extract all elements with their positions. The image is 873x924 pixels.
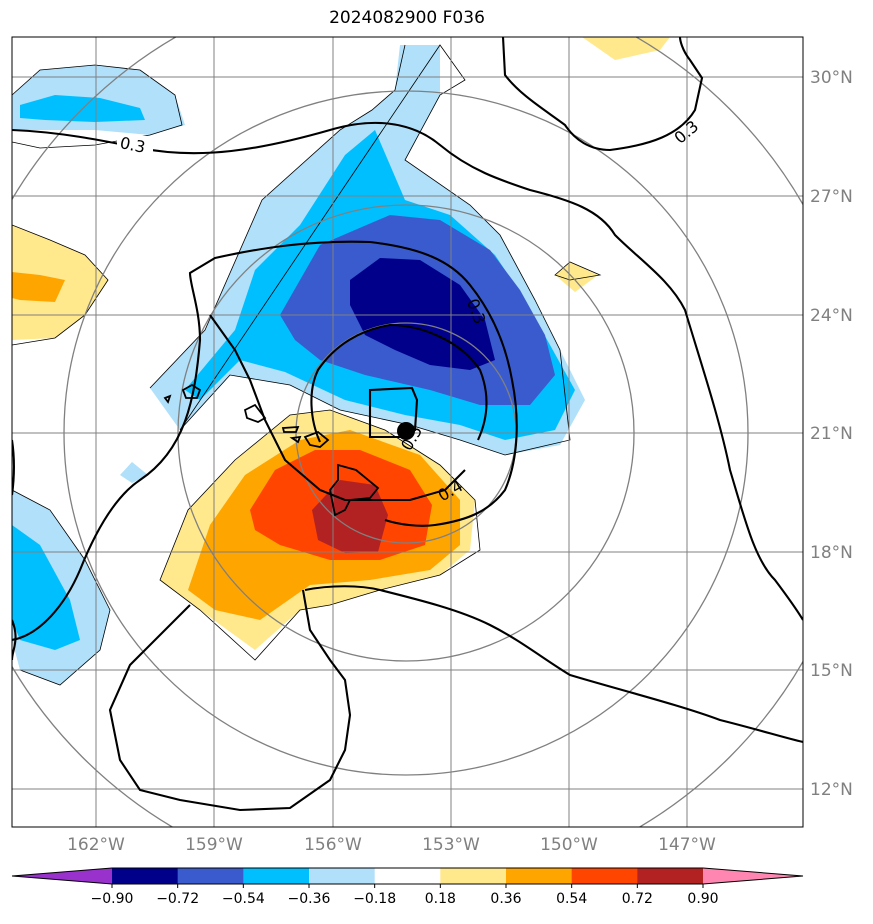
contour-label-1: 0.3 <box>118 133 147 157</box>
thin-contours <box>12 44 602 686</box>
colorbar-tick-label: 0.36 <box>490 891 521 907</box>
gridlines <box>12 37 803 827</box>
colorbar-tick-label: −0.18 <box>353 891 396 907</box>
colorbar-tick-label: 0.90 <box>687 891 718 907</box>
latitude-labels: 30°N 27°N 24°N 21°N 18°N 15°N 12°N <box>810 68 853 800</box>
colorbar-tick-label: −0.36 <box>288 891 331 907</box>
fill-small-blue <box>120 462 148 483</box>
fill-n-018 <box>582 37 670 60</box>
colorbar-segment <box>374 868 441 884</box>
colorbar-extend-low <box>12 868 112 884</box>
contour-label-2: 0.3 <box>671 117 703 148</box>
colorbar-segment <box>440 868 507 884</box>
lat-label-27n: 27°N <box>810 187 853 207</box>
colorbar-tick-label: 0.54 <box>556 891 587 907</box>
colorbar: −0.90 −0.72 −0.54 −0.36 −0.18 0.18 0.36 0.54 0.7… <box>11 867 804 907</box>
fill-neg-072 <box>350 258 495 370</box>
lat-label-30n: 30°N <box>810 68 853 88</box>
bold-contours <box>12 37 803 812</box>
plot-frame <box>11 36 804 828</box>
colorbar-segment <box>309 868 376 884</box>
storm-center-marker <box>397 422 415 440</box>
colorbar-tick-label: −0.72 <box>156 891 199 907</box>
lat-label-21n: 21°N <box>810 424 853 444</box>
lon-label-162w: 162°W <box>67 835 125 855</box>
map-plot-area: 0.3 0.3 0.3 0.4 0.5 <box>12 37 803 827</box>
lon-label-150w: 150°W <box>540 835 598 855</box>
lon-label-156w: 156°W <box>304 835 362 855</box>
longitude-labels: 162°W 159°W 156°W 153°W 150°W 147°W <box>67 835 716 855</box>
colorbar-segment <box>243 868 310 884</box>
colorbar-tick-label: 0.18 <box>425 891 456 907</box>
map-title: 2024082900 F036 <box>329 8 485 28</box>
colorbar-segment <box>506 868 573 884</box>
lat-label-15n: 15°N <box>810 661 853 681</box>
island-outlines <box>163 383 380 517</box>
fill-sw-036 <box>12 525 80 650</box>
colorbar-tick-label: 0.72 <box>622 891 653 907</box>
lat-label-18n: 18°N <box>810 543 853 563</box>
range-rings <box>12 37 803 827</box>
colorbar-extend-high <box>703 868 803 884</box>
lon-label-153w: 153°W <box>422 835 480 855</box>
colorbar-segment <box>112 868 179 884</box>
colorbar-segment <box>571 868 638 884</box>
lat-label-12n: 12°N <box>810 780 853 800</box>
lat-label-24n: 24°N <box>810 306 853 326</box>
lon-label-159w: 159°W <box>185 835 243 855</box>
colorbar-tick-label: −0.54 <box>222 891 265 907</box>
lon-label-147w: 147°W <box>658 835 716 855</box>
fill-w-036 <box>12 272 65 302</box>
colorbar-segment <box>637 868 704 884</box>
colorbar-tick-label: −0.90 <box>91 891 134 907</box>
colorbar-segment <box>177 868 244 884</box>
